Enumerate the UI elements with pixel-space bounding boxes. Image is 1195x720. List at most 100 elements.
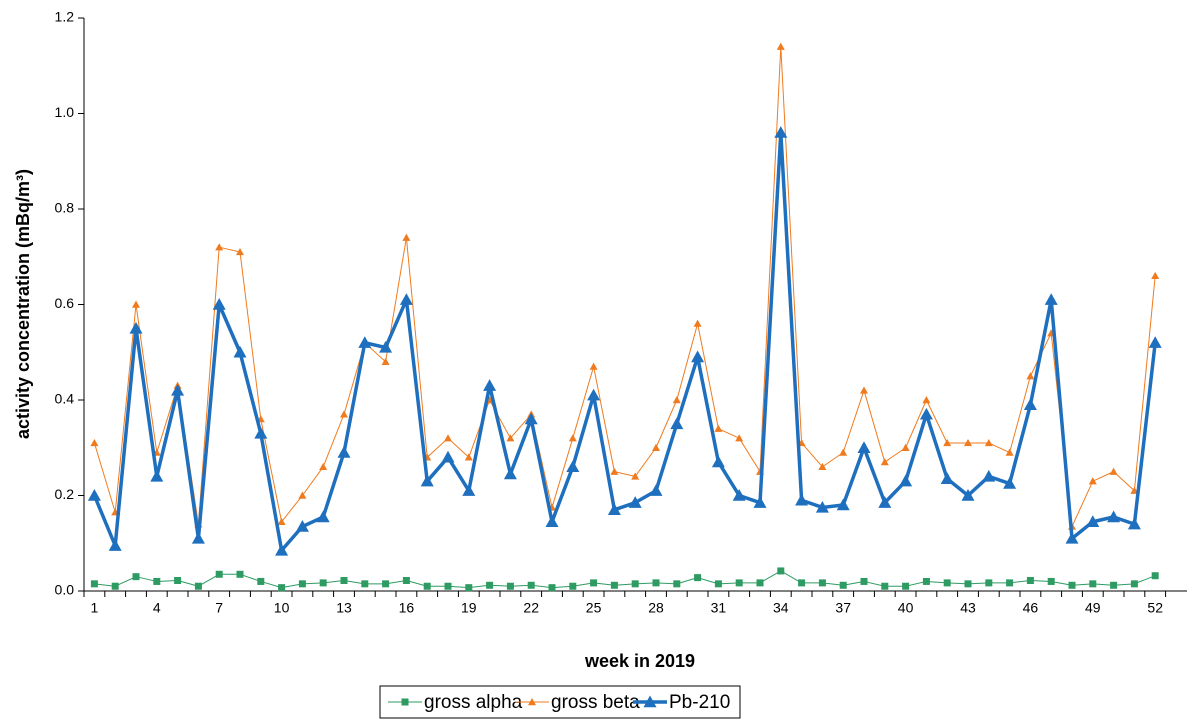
marker [402,233,411,241]
marker [839,448,848,456]
y-tick-label: 0.2 [55,486,75,502]
marker [401,698,409,706]
marker [444,582,452,590]
marker [735,579,743,587]
marker [1006,579,1014,587]
marker [1127,517,1141,530]
marker [1151,271,1160,280]
marker [153,577,161,585]
marker [943,438,952,447]
marker [1086,515,1100,527]
marker [358,336,372,348]
marker [587,388,601,401]
x-tick-label: 34 [773,600,789,616]
marker [943,579,951,587]
marker [985,579,993,587]
marker [610,581,618,589]
marker [340,410,348,418]
marker [316,510,330,523]
marker [1130,580,1138,588]
y-tick-label: 1.2 [55,9,75,25]
marker [815,500,829,513]
x-tick-label: 46 [1023,600,1039,616]
marker [174,576,182,584]
marker [1044,293,1058,305]
marker [399,293,413,305]
marker [795,493,809,506]
marker [901,443,910,451]
marker [402,576,410,584]
marker [506,582,514,590]
marker [628,496,642,508]
legend: gross alpha gross beta Pb-210 [379,685,741,719]
marker [589,362,598,370]
marker [798,579,806,587]
marker [568,434,577,442]
marker [545,515,559,527]
marker [90,580,98,588]
marker [818,462,827,471]
marker [672,396,681,404]
x-axis-label: week in 2019 [584,651,695,671]
marker [982,469,996,482]
marker [566,460,580,473]
marker [111,582,119,590]
y-axis-label: activity concentration (mBq/m³) [13,169,33,439]
marker [922,577,930,585]
marker [462,484,476,496]
marker [940,472,954,484]
marker [756,579,764,587]
x-tick-label: 31 [711,600,727,616]
marker [171,383,185,396]
marker [569,582,577,590]
marker [257,577,265,585]
y-tick-label: 0.6 [55,295,75,311]
marker [899,474,913,487]
marker [254,426,268,439]
marker [132,300,140,308]
marker [298,491,307,499]
x-tick-label: 1 [91,600,99,616]
marker [319,579,327,587]
marker [643,695,657,708]
marker [1151,572,1159,580]
legend-label: gross alpha [424,692,523,713]
marker [441,450,455,463]
marker [90,438,99,447]
marker [590,579,598,587]
legend-label: gross beta [551,692,640,713]
x-tick-label: 28 [648,600,664,616]
marker [818,579,826,587]
x-tick-label: 25 [586,600,602,616]
marker [857,441,871,453]
marker [711,455,725,468]
marker [649,484,663,496]
series-line [94,570,1156,589]
marker [631,580,639,588]
marker [340,576,348,584]
marker [236,570,244,578]
marker [878,496,892,508]
x-tick-label: 52 [1147,600,1163,616]
legend-label: Pb-210 [669,692,730,713]
marker [108,539,122,551]
marker [839,581,847,589]
marker [191,531,205,544]
marker [984,438,993,447]
marker [382,580,390,588]
marker [1026,372,1035,380]
marker [1005,448,1014,456]
marker [483,379,497,391]
marker [610,467,619,475]
y-tick-label: 0.4 [55,391,75,407]
marker [652,443,660,451]
marker [381,357,390,365]
marker [379,340,393,353]
marker [777,567,785,575]
marker [753,496,767,508]
marker [691,350,705,363]
x-tick-label: 40 [898,600,914,616]
x-tick-label: 37 [835,600,851,616]
y-tick-label: 0.0 [55,582,75,598]
